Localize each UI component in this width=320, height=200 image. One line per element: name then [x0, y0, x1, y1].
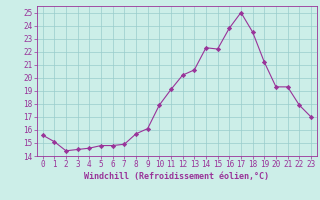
X-axis label: Windchill (Refroidissement éolien,°C): Windchill (Refroidissement éolien,°C)	[84, 172, 269, 181]
